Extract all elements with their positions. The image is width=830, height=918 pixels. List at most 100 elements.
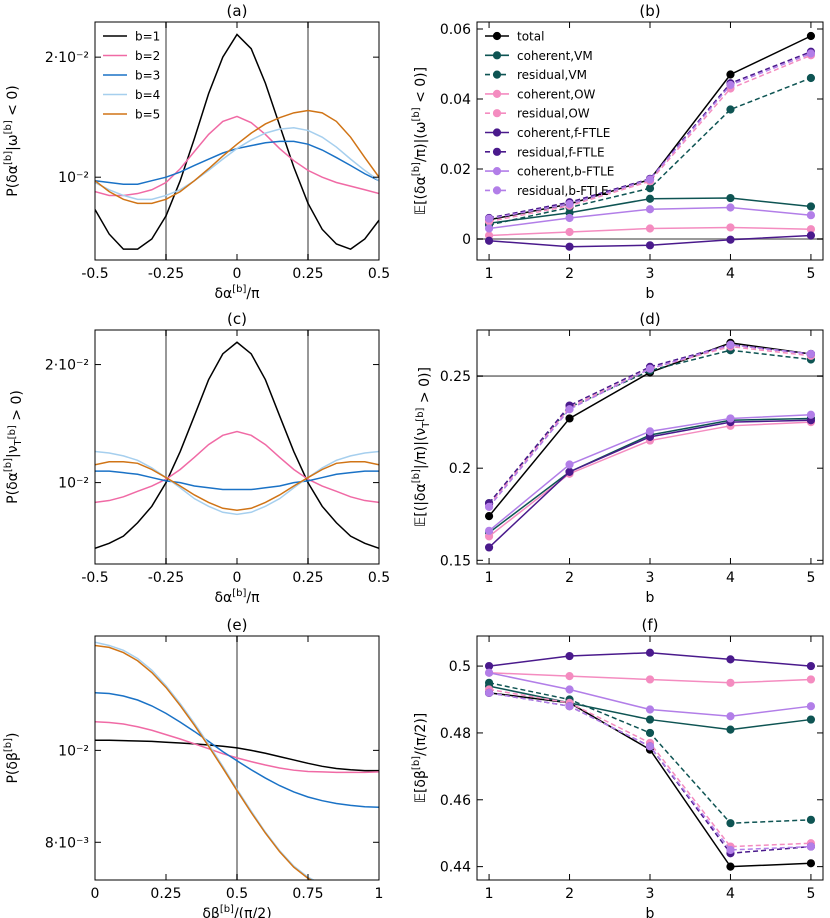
label-part: /π [246, 590, 260, 606]
data-point-residual-vm [726, 819, 735, 828]
label-part: < 0) [5, 85, 21, 120]
legend-label-coherent-vm: coherent,VM [517, 49, 593, 63]
y-tick-label: 0.02 [440, 162, 471, 178]
x-tick-label: 1 [375, 886, 384, 902]
y-axis-label: P(δα[b]|ω[b] < 0) [3, 85, 21, 196]
series-group [484, 338, 816, 552]
panel-title: (e) [227, 616, 248, 634]
label-part: b [646, 906, 655, 918]
x-tick-label: 3 [646, 886, 655, 902]
series-line-b-5 [95, 109, 379, 205]
data-point-coherent-ow [565, 227, 574, 237]
label-part: |ω [5, 134, 21, 150]
legend-label-coherent-b-ftle: coherent,b-FTLE [517, 165, 614, 179]
y-axis-label: P(δα[b]|νT[b] > 0) [3, 390, 25, 504]
legend-label-b-4: b=4 [135, 88, 160, 102]
panel-b: (b) 1 2 3 4 5 0 0.02 0.04 0.06 b 𝔼[(δα[b]/π)|(ω[b] … [411, 2, 824, 302]
series-group [484, 31, 816, 251]
legend-label-coherent-f-ftle: coherent,f-FTLE [517, 126, 610, 140]
data-point-coherent-vm [645, 715, 655, 724]
data-point-coherent-f-ftle [806, 231, 816, 240]
data-point-coherent-vm [806, 202, 816, 211]
label-superscript: [b] [411, 756, 422, 770]
data-point-coherent-f-ftle [806, 661, 816, 671]
legend-marker-coherent-vm [492, 51, 502, 60]
label-part: 𝔼[(|δα [413, 483, 429, 527]
data-point-coherent-ow [806, 675, 816, 684]
data-point-residual-vm [806, 815, 816, 824]
legend-label-b-2: b=2 [135, 49, 160, 63]
label-part: 𝔼[(δα [413, 176, 429, 215]
label-part: |/π)|(ν [413, 428, 429, 470]
legend-marker-residual-ow [492, 109, 502, 118]
y-tick-label: 2·10⁻² [45, 50, 89, 66]
data-point-residual-b-ftle [726, 80, 735, 90]
label-superscript: [b] [232, 588, 246, 599]
x-axis-label: δα[b]/π [214, 588, 260, 606]
data-point-residual-b-ftle [645, 742, 655, 751]
y-tick-label: 0.25 [440, 369, 471, 385]
x-tick-label: 0.5 [368, 266, 390, 282]
series-line-b-1 [95, 33, 379, 251]
legend-label-b-5: b=5 [135, 108, 160, 122]
x-tick-label: 0.5 [226, 886, 248, 902]
series-group [95, 33, 379, 251]
data-point-residual-b-ftle [484, 502, 494, 511]
panel-title: (d) [639, 310, 660, 328]
data-point-residual-vm [645, 184, 655, 193]
legend-label-b-3: b=3 [135, 69, 160, 83]
label-part: P(δα [5, 472, 21, 504]
y-tick-label: 0.04 [440, 92, 471, 108]
legend-marker-coherent-ow [492, 89, 502, 99]
data-point-coherent-f-ftle [565, 467, 574, 476]
data-point-coherent-f-ftle [726, 655, 735, 664]
y-axis-label: 𝔼[(|δα[b]|/π)|(νT[b] > 0)] [411, 367, 433, 527]
data-point-coherent-b-ftle [565, 460, 574, 469]
data-point-residual-b-ftle [806, 49, 816, 58]
series-line-b-3 [95, 692, 379, 809]
label-part: δβ [202, 906, 220, 918]
legend-marker-residual-f-ftle [492, 147, 502, 156]
label-part: /(π/2)] [413, 713, 429, 756]
legend-label-residual-vm: residual,VM [517, 68, 587, 82]
data-point-residual-vm [726, 105, 735, 114]
x-tick-label: 2 [565, 266, 574, 282]
series-line-residual-f-ftle [488, 343, 812, 504]
x-tick-label: 0 [91, 886, 100, 902]
data-point-coherent-f-ftle [726, 235, 735, 244]
panel-title: (a) [227, 2, 248, 20]
panel-a: (a)-0.5 -0.25 0 0.25 0.510⁻²2·10⁻²δα[b]/πP(δ… [3, 2, 390, 302]
data-point-residual-b-ftle [565, 405, 574, 414]
legend-label-residual-ow: residual,OW [517, 107, 590, 121]
series-line-b-2 [95, 430, 379, 504]
y-tick-label: 2·10⁻² [45, 358, 89, 374]
label-subscript: T [13, 438, 24, 446]
x-tick-label: -0.5 [81, 266, 108, 282]
legend-marker-residual-b-ftle [492, 186, 502, 195]
data-point-residual-b-ftle [645, 364, 655, 373]
legend-marker-residual-vm [492, 70, 502, 79]
label-part: ) [5, 732, 21, 737]
x-tick-label: -0.25 [148, 570, 184, 586]
x-tick-label: 2 [565, 886, 574, 902]
label-superscript: [b] [411, 162, 422, 176]
y-tick-label: 10⁻² [58, 743, 89, 759]
data-point-coherent-b-ftle [645, 427, 655, 436]
legend-label-residual-f-ftle: residual,f-FTLE [517, 145, 605, 159]
x-tick-label: 2 [565, 570, 574, 586]
data-point-coherent-ow [726, 678, 735, 687]
series-line-b-3 [95, 470, 379, 491]
label-part: b [646, 590, 655, 606]
label-superscript: [b] [7, 425, 18, 439]
data-point-coherent-ow [726, 223, 735, 232]
x-tick-label: 3 [646, 570, 655, 586]
data-point-total [726, 862, 735, 871]
data-point-coherent-b-ftle [645, 205, 655, 214]
y-tick-label: 0.48 [440, 726, 471, 742]
panel-title: (f) [642, 616, 659, 634]
legend-label-residual-b-ftle: residual,b-FTLE [517, 184, 609, 198]
series-line-b-1 [95, 341, 379, 549]
x-tick-label: 0 [233, 266, 242, 282]
label-superscript: [b] [3, 151, 14, 165]
